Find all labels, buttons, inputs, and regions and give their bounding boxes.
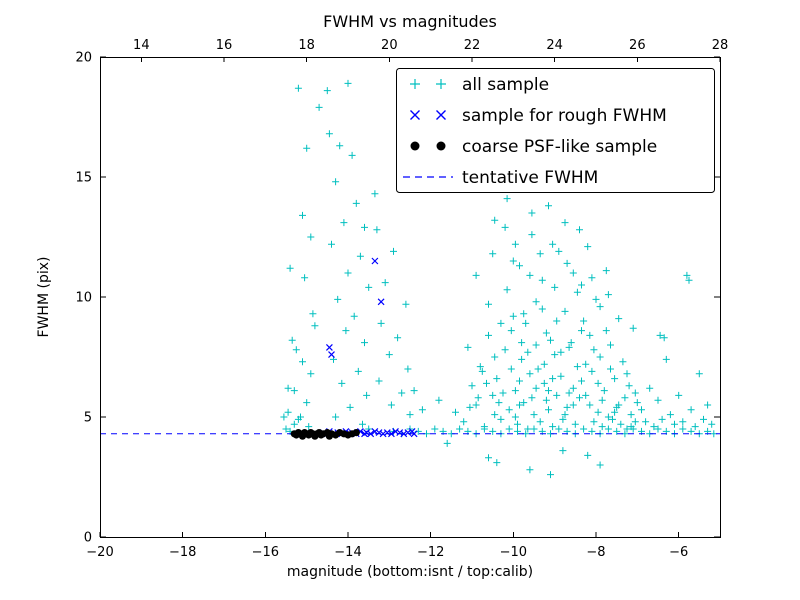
legend-x-icon: [410, 110, 420, 120]
legend-plus-icon: [410, 79, 420, 89]
legend-circle-icon: [410, 141, 420, 151]
top-axis-tick-label: 18: [298, 38, 315, 53]
legend-plus-icon: [436, 79, 446, 89]
x-axis-label: magnitude (bottom:isnt / top:calib): [286, 564, 534, 580]
top-axis-tick-label: 16: [216, 38, 233, 53]
scatter-all-sample: [280, 79, 718, 479]
legend-circle-icon: [436, 141, 446, 151]
top-axis-tick-label: 24: [546, 38, 563, 53]
x-tick-label: −20: [86, 545, 113, 560]
top-axis-tick-label: 14: [133, 38, 150, 53]
legend-label: all sample: [462, 75, 549, 95]
x-tick-label: −8: [586, 545, 605, 560]
x-tick-label: −10: [500, 545, 527, 560]
legend-box: [396, 68, 715, 193]
top-axis-tick-label: 22: [464, 38, 481, 53]
x-tick-label: −18: [169, 545, 196, 560]
x-tick-label: −12: [417, 545, 444, 560]
y-tick-label: 0: [84, 531, 92, 546]
y-tick-label: 10: [75, 291, 92, 306]
y-tick-label: 20: [75, 51, 92, 66]
y-tick-label: 5: [84, 411, 92, 426]
top-axis-tick-label: 20: [381, 38, 398, 53]
x-tick-label: −14: [334, 545, 361, 560]
legend-x-icon: [436, 110, 446, 120]
psf-sample-point: [352, 429, 360, 437]
top-axis-tick-label: 28: [712, 38, 729, 53]
legend-label: coarse PSF-like sample: [462, 137, 657, 157]
legend-label: tentative FWHM: [462, 168, 598, 188]
y-axis-label: FWHM (pix): [36, 256, 52, 338]
legend-label: sample for rough FWHM: [462, 106, 667, 126]
x-tick-label: −6: [669, 545, 688, 560]
top-axis-tick-label: 26: [629, 38, 646, 53]
y-tick-label: 15: [75, 171, 92, 186]
chart-title: FWHM vs magnitudes: [323, 12, 497, 31]
x-tick-label: −16: [252, 545, 279, 560]
